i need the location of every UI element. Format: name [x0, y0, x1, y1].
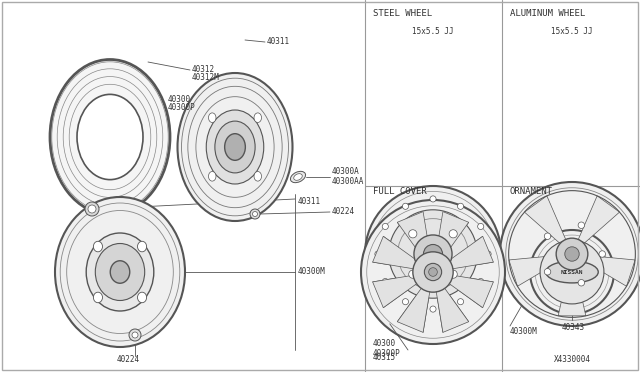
Text: 40300P: 40300P [373, 349, 401, 357]
Ellipse shape [50, 60, 170, 215]
Text: 40224: 40224 [117, 355, 140, 363]
Text: NISSAN: NISSAN [561, 269, 583, 275]
Circle shape [85, 202, 99, 216]
Polygon shape [436, 212, 468, 256]
Polygon shape [524, 196, 566, 244]
Text: 15x5.5 JJ: 15x5.5 JJ [551, 28, 593, 36]
Text: 40224: 40224 [332, 208, 355, 217]
Ellipse shape [209, 113, 216, 122]
Circle shape [429, 268, 437, 276]
Circle shape [403, 299, 408, 305]
Ellipse shape [177, 73, 292, 221]
Circle shape [544, 269, 551, 275]
Text: 40312: 40312 [192, 65, 215, 74]
Circle shape [540, 240, 604, 304]
Polygon shape [372, 236, 417, 269]
Ellipse shape [138, 241, 147, 252]
Circle shape [365, 186, 501, 322]
Text: X4330004: X4330004 [554, 356, 591, 365]
Text: 40300M: 40300M [510, 327, 538, 337]
Circle shape [449, 270, 457, 278]
Ellipse shape [110, 261, 130, 283]
Circle shape [129, 329, 141, 341]
Circle shape [458, 203, 463, 209]
Polygon shape [558, 269, 586, 316]
Text: 40311: 40311 [298, 198, 321, 206]
Circle shape [530, 230, 614, 314]
Text: 40300: 40300 [373, 340, 396, 349]
Circle shape [424, 244, 442, 263]
Circle shape [414, 235, 452, 273]
Ellipse shape [294, 174, 302, 180]
Polygon shape [397, 212, 429, 256]
Ellipse shape [546, 261, 598, 283]
Ellipse shape [93, 292, 102, 303]
Circle shape [477, 224, 484, 230]
Ellipse shape [254, 113, 262, 122]
Polygon shape [372, 275, 417, 308]
Ellipse shape [93, 241, 102, 252]
Text: 40343: 40343 [562, 323, 585, 331]
Circle shape [578, 279, 584, 286]
Text: 40300: 40300 [168, 94, 191, 103]
Circle shape [382, 279, 388, 285]
Text: 40312M: 40312M [192, 74, 220, 83]
Text: FULL COVER: FULL COVER [373, 187, 427, 196]
Polygon shape [586, 256, 635, 286]
Text: 40311: 40311 [267, 38, 290, 46]
Circle shape [599, 251, 605, 257]
Circle shape [361, 200, 505, 344]
Circle shape [477, 279, 484, 285]
Ellipse shape [291, 171, 305, 183]
Circle shape [403, 203, 408, 209]
Circle shape [389, 210, 477, 298]
Circle shape [253, 212, 257, 217]
Circle shape [382, 224, 388, 230]
Text: 40300P: 40300P [168, 103, 196, 112]
Text: 40300AA: 40300AA [332, 176, 364, 186]
Circle shape [500, 182, 640, 326]
Circle shape [424, 263, 442, 280]
Ellipse shape [55, 197, 185, 347]
Text: ORNAMENT: ORNAMENT [510, 187, 553, 196]
Polygon shape [579, 196, 620, 244]
Text: 40300A: 40300A [332, 167, 360, 176]
Circle shape [578, 222, 584, 228]
Circle shape [409, 270, 417, 278]
Circle shape [458, 299, 463, 305]
Circle shape [413, 252, 453, 292]
Circle shape [556, 238, 588, 270]
Ellipse shape [215, 121, 255, 173]
Polygon shape [449, 236, 493, 269]
Circle shape [430, 196, 436, 202]
Circle shape [88, 205, 96, 213]
Circle shape [449, 230, 457, 238]
Polygon shape [449, 275, 493, 308]
Polygon shape [436, 288, 468, 333]
Circle shape [544, 233, 551, 240]
Circle shape [430, 306, 436, 312]
Circle shape [409, 230, 417, 238]
Ellipse shape [86, 233, 154, 311]
Polygon shape [509, 256, 558, 286]
Ellipse shape [138, 292, 147, 303]
Text: 40315: 40315 [373, 353, 396, 362]
Circle shape [250, 209, 260, 219]
Ellipse shape [209, 171, 216, 181]
Ellipse shape [95, 244, 145, 301]
Ellipse shape [77, 94, 143, 180]
Circle shape [485, 251, 491, 257]
Ellipse shape [206, 110, 264, 184]
Circle shape [132, 332, 138, 338]
Ellipse shape [254, 171, 262, 181]
Ellipse shape [225, 134, 245, 160]
Circle shape [564, 247, 579, 261]
Text: STEEL WHEEL: STEEL WHEEL [373, 10, 432, 19]
Text: ALUMINUM WHEEL: ALUMINUM WHEEL [510, 10, 585, 19]
Text: 40300M: 40300M [298, 267, 326, 276]
Circle shape [375, 251, 381, 257]
Polygon shape [397, 288, 429, 333]
Text: 15x5.5 JJ: 15x5.5 JJ [412, 28, 454, 36]
